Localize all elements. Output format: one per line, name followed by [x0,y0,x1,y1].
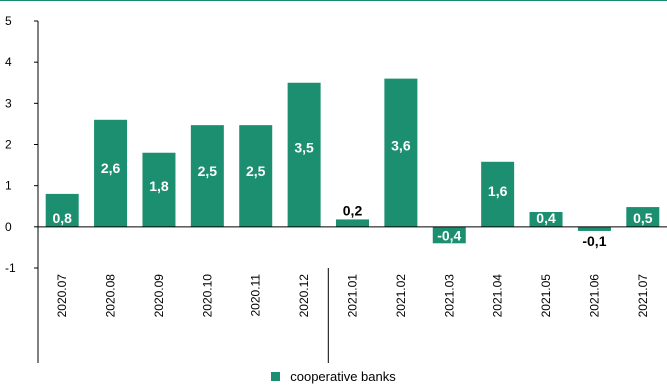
y-tick-label: 4 [5,55,12,69]
data-label: 1,8 [149,178,169,194]
x-tick-label: 2021.02 [394,274,408,318]
data-label: 0,5 [633,210,653,226]
bar [190,125,224,227]
x-tick-label: 2021.03 [442,274,456,318]
y-tick-label: 2 [5,138,12,152]
data-labels: 0,8 2,6 1,8 2,5 2,5 3,5 0,2 3,6 -0,4 1,6 0,4 -0,1 0,… [52,137,652,249]
data-label: 0,4 [536,210,556,226]
y-tick-label: 3 [5,96,12,110]
bar [384,78,418,227]
bar [287,82,321,227]
bar [336,219,369,227]
x-axis: 2020.07 2020.08 2020.09 2020.10 2020.11 2020.… [37,226,667,363]
x-tick-label: 2020.10 [200,274,214,318]
bars [45,78,660,244]
data-label: -0,1 [582,233,606,249]
x-tick-label: 2020.11 [249,274,263,317]
x-tick-label: 2020.07 [55,274,69,318]
x-tick-label: 2021.05 [539,274,553,318]
bar [432,226,466,244]
bar [626,207,660,227]
x-tick-label: 2020.08 [104,274,118,318]
legend: cooperative banks [0,369,667,384]
y-axis-ticks: -1 0 1 2 3 4 5 [5,14,39,275]
legend-swatch [271,372,281,381]
bar [239,125,273,227]
y-tick-label: 5 [5,14,12,28]
data-label: 1,6 [488,183,508,199]
bar [142,152,176,227]
y-tick-label: 1 [5,179,12,193]
bar [529,212,563,227]
data-label: 0,8 [52,210,72,226]
data-label: 3,5 [294,140,314,156]
x-tick-label: 2021.07 [636,274,650,318]
y-tick-label: -1 [5,261,16,275]
bar [481,161,515,227]
y-tick-label: 0 [5,220,12,234]
data-label: -0,4 [437,227,461,243]
bar [45,193,79,227]
data-label: 3,6 [391,137,411,153]
x-tick-label: 2021.06 [587,274,601,318]
top-frame-line [0,0,667,1]
legend-label: cooperative banks [290,369,396,384]
x-tick-label: 2021.04 [491,274,505,318]
data-label: 2,5 [198,163,218,179]
x-tick-label: 2020.12 [297,274,311,318]
data-label: 0,2 [343,202,363,218]
data-label: 2,6 [101,160,121,176]
x-tick-label: 2021.01 [346,274,360,318]
data-label: 2,5 [246,163,266,179]
bar [577,226,611,231]
x-tick-label: 2020.09 [152,274,166,318]
bar [94,119,128,227]
